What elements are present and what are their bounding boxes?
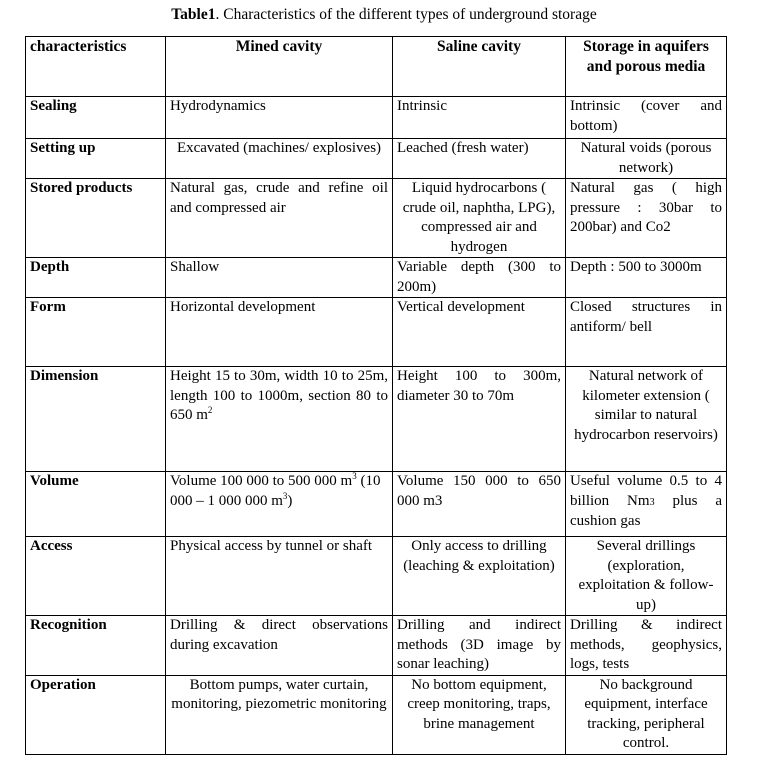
table-cell: Natural gas, crude and refine oil and co… (165, 178, 393, 258)
cell-text: Closed structures in antiform/ bell (570, 299, 722, 335)
cell-text: Volume 100 000 to 500 000 m (170, 473, 353, 489)
cell-text: Vertical development (397, 299, 525, 315)
header-mined-cavity: Mined cavity (165, 36, 393, 97)
header-aquifers: Storage in aquifers and porous media (565, 36, 727, 97)
table-cell: Natural gas ( high pressure : 30bar to 2… (565, 178, 727, 258)
table-caption: Table1. Characteristics of the different… (0, 6, 768, 24)
storage-characteristics-table: characteristics Mined cavity Saline cavi… (25, 36, 727, 755)
cell-text: Horizontal development (170, 299, 316, 315)
table-cell: Intrinsic (392, 96, 566, 139)
table-row: Operation Bottom pumps, water curtain, mo… (25, 674, 727, 755)
cell-text: (10 000 – 1 000 000 m (170, 473, 381, 509)
cell-text: Volume 150 000 to 650 000 m3 (397, 473, 561, 509)
cell-text: Intrinsic (397, 98, 447, 114)
row-label: Sealing (25, 96, 166, 139)
header-saline-cavity: Saline cavity (392, 36, 566, 97)
row-label: Depth (25, 257, 166, 298)
table-cell: Variable depth (300 to 200m) (392, 257, 566, 298)
table-cell: Depth : 500 to 3000m (565, 257, 727, 298)
table-cell: Leached (fresh water) (392, 138, 566, 179)
cell-text: Drilling & indirect methods, geophysics,… (570, 617, 722, 672)
table-cell: Intrinsic (cover and bottom) (565, 96, 727, 139)
table-cell: Drilling and indirect methods (3D image … (392, 615, 566, 676)
header-row: characteristics Mined cavity Saline cavi… (25, 36, 727, 97)
cell-text: Several drillings (exploration, exploita… (578, 538, 714, 613)
table-row: Sealing Hydrodynamics Intrinsic Intrinsic (… (25, 96, 727, 139)
row-label: Form (25, 297, 166, 367)
table-cell: Liquid hydrocarbons ( crude oil, naphtha… (392, 178, 566, 258)
row-label: Access (25, 536, 166, 616)
table-number: Table1 (171, 6, 216, 23)
cell-text: Drilling & direct observations during ex… (170, 617, 388, 653)
cell-text: Physical access by tunnel or shaft (170, 538, 373, 554)
cell-text: Shallow (170, 259, 220, 275)
table-cell: Only access to drilling (leaching & expl… (392, 536, 566, 616)
table-row: Access Physical access by tunnel or shaft… (25, 536, 727, 616)
cell-text: Only access to drilling (leaching & expl… (403, 538, 555, 574)
cell-text: Variable depth (300 to 200m) (397, 259, 561, 295)
table-cell: Horizontal development (165, 297, 393, 367)
table-cell: Shallow (165, 257, 393, 298)
cell-text: Useful volume 0.5 to 4 billion Nm (570, 473, 722, 509)
table-cell: Closed structures in antiform/ bell (565, 297, 727, 367)
superscript: 2 (207, 405, 213, 415)
table-row: Setting up Excavated (machines/ explosive… (25, 138, 727, 179)
cell-text: Depth : 500 to 3000m (570, 259, 702, 275)
cell-text: Natural network of kilometer extension (… (574, 368, 718, 443)
table-row: Depth Shallow Variable depth (300 to 200m)… (25, 257, 727, 298)
header-characteristics: characteristics (25, 36, 166, 97)
row-label: Stored products (25, 178, 166, 258)
cell-text: Height 100 to 300m, diameter 30 to 70m (397, 368, 561, 404)
table-cell: Height 15 to 30m, width 10 to 25m, lengt… (165, 366, 393, 472)
table-cell: Volume 150 000 to 650 000 m3 (392, 471, 566, 537)
cell-text: Intrinsic (cover and bottom) (570, 98, 722, 134)
table-cell: Physical access by tunnel or shaft (165, 536, 393, 616)
cell-text: No bottom equipment, creep monitoring, t… (407, 676, 551, 732)
table-cell: Natural network of kilometer extension (… (565, 366, 727, 472)
table-cell: Volume 100 000 to 500 000 m3 (10 000 – 1… (165, 471, 393, 537)
cell-text: Leached (fresh water) (397, 140, 529, 156)
cell-text: Excavated (machines/ explosives) (176, 140, 382, 156)
row-label: Operation (25, 674, 166, 755)
table-cell: Height 100 to 300m, diameter 30 to 70m (392, 366, 566, 472)
cell-text: Bottom pumps, water curtain, monitoring,… (171, 676, 387, 713)
cell-text: Hydrodynamics (170, 98, 266, 114)
row-label: Volume (25, 471, 166, 537)
row-label: Recognition (25, 615, 166, 676)
cell-text: Natural gas ( high pressure : 30bar to 2… (570, 180, 722, 235)
cell-text: plus a cushion gas (570, 492, 722, 530)
table-row: Dimension Height 15 to 30m, width 10 to 2… (25, 366, 727, 472)
table-row: Volume Volume 100 000 to 500 000 m3 (10 0… (25, 471, 727, 537)
cell-text: ) (287, 492, 293, 509)
table-cell: Several drillings (exploration, exploita… (565, 536, 727, 616)
table-cell: No background equipment, interface track… (565, 674, 727, 755)
table-cell: Drilling & direct observations during ex… (165, 615, 393, 676)
cell-text: Height 15 to 30m, width 10 to 25m, lengt… (170, 368, 388, 423)
table-cell: Hydrodynamics (165, 96, 393, 139)
cell-text: Liquid hydrocarbons ( crude oil, naphtha… (402, 180, 556, 255)
superscript: 3 (282, 490, 288, 501)
cell-text: Natural voids (porous network) (580, 140, 712, 176)
table-cell: Natural voids (porous network) (565, 138, 727, 179)
superscript: 3 (352, 471, 357, 481)
table-row: Stored products Natural gas, crude and re… (25, 178, 727, 258)
table-row: Form Horizontal development Vertical devel… (25, 297, 727, 367)
table-cell: No bottom equipment, creep monitoring, t… (392, 674, 566, 755)
table-cell: Excavated (machines/ explosives) (165, 138, 393, 179)
cell-text: Natural gas, crude and refine oil and co… (170, 180, 388, 216)
table-cell: Vertical development (392, 297, 566, 367)
table-title: . Characteristics of the different types… (215, 6, 597, 23)
table-cell: Drilling & indirect methods, geophysics,… (565, 615, 727, 676)
table-cell: Useful volume 0.5 to 4 billion Nm3 plus … (565, 471, 727, 537)
table-row: Recognition Drilling & direct observation… (25, 615, 727, 676)
table-cell: Bottom pumps, water curtain, monitoring,… (165, 674, 393, 755)
cell-text: Drilling and indirect methods (3D image … (397, 617, 561, 672)
subscript: 3 (649, 496, 655, 508)
cell-text: No background equipment, interface track… (584, 676, 708, 752)
row-label: Setting up (25, 138, 166, 179)
row-label: Dimension (25, 366, 166, 472)
